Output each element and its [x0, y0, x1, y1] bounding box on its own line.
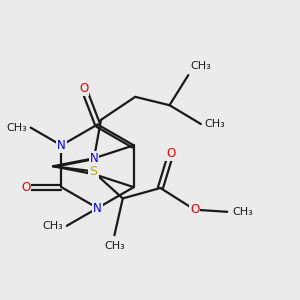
Text: S: S [89, 165, 97, 178]
Text: CH₃: CH₃ [232, 207, 253, 217]
Text: CH₃: CH₃ [6, 123, 27, 133]
Text: N: N [93, 202, 102, 214]
Text: CH₃: CH₃ [42, 221, 63, 231]
Text: O: O [190, 203, 199, 216]
Text: CH₃: CH₃ [205, 119, 225, 129]
Text: O: O [79, 82, 88, 95]
Text: O: O [21, 181, 31, 194]
Text: N: N [57, 139, 66, 152]
Text: N: N [90, 168, 98, 181]
Text: N: N [90, 152, 98, 165]
Text: O: O [166, 147, 176, 160]
Text: CH₃: CH₃ [190, 61, 212, 71]
Text: CH₃: CH₃ [104, 241, 125, 251]
